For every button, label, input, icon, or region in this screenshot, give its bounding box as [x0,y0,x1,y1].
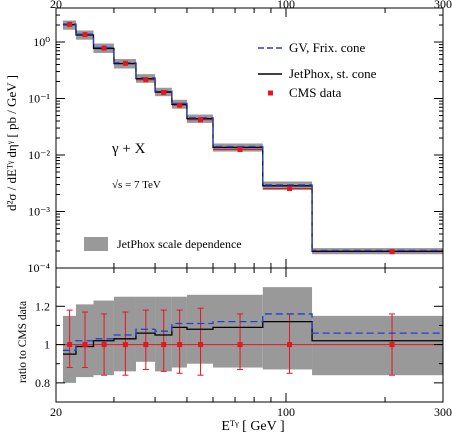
cms-ratio-point [389,342,395,348]
scale-band-bin [262,287,313,370]
cms-ratio-point [287,342,293,348]
x-axis-label: Eᵀᵞ [ GeV ] [221,419,284,434]
energy-annotation: √s = 7 TeV [112,179,161,191]
cms-data-point [177,102,183,108]
y-tick-label: 10⁰ [33,35,50,49]
scale-band-bin [212,294,263,368]
legend-band-swatch [84,237,108,251]
cms-ratio-point [237,342,243,348]
cms-data-point [198,117,204,123]
scale-band-bin [312,315,443,376]
ratio-plot-frame [55,267,444,403]
ratio-y-tick-label: 0.8 [35,376,50,390]
cms-ratio-point [161,342,167,348]
ratio-y-tick-label: 1.2 [35,299,50,313]
legend-gv-label: GV, Frix. cone [289,40,366,55]
x-tick-label: 20 [50,405,62,419]
cms-data-point [237,147,243,153]
cms-ratio-point [177,342,183,348]
cms-ratio-point [143,342,149,348]
cms-data-point [67,21,73,27]
main-y-axis-label: d²σ / dEᵀᵞ dηᵞ [ pb / GeV ] [4,75,19,211]
x-tick-label-top: 100 [277,0,295,11]
cms-data-point [101,45,107,51]
cms-ratio-point [122,342,128,348]
x-tick-label-top: 300 [434,0,452,11]
ratio-panel: 0.8 1 1.2 20 100 300 [35,267,452,419]
gv-step-line [62,23,443,252]
cms-ratio-point [82,342,88,348]
legend-jetphox-label: JetPhox, st. cone [289,66,377,81]
main-panel: 10⁰ 10⁻¹ 10⁻² 10⁻³ 10⁻⁴ 20 100 300 GV, Frix. con… [27,0,452,275]
y-tick-label: 10⁻¹ [28,92,50,106]
cms-ratio-point [198,342,204,348]
main-plot-frame [55,7,444,269]
y-tick-label: 10⁻² [28,148,50,162]
y-tick-label: 10⁻⁴ [27,261,50,275]
jetphox-ratio-step-line [62,320,443,355]
cms-data-point [143,77,149,83]
gv-ratio-step-line [62,313,443,351]
process-annotation: γ + X [111,141,146,157]
legend-band-label: JetPhox scale dependence [117,237,242,251]
legend-cms-label: CMS data [289,85,342,100]
ratio-y-axis-label: ratio to CMS data [17,301,29,383]
jetphox-step-line [62,24,443,252]
x-tick-label-top: 20 [50,0,62,11]
cms-data-point [161,89,167,95]
cms-data-point [287,186,293,192]
ratio-y-tick-label: 1 [44,338,50,352]
y-tick-label: 10⁻³ [28,205,50,219]
cms-data-point [122,60,128,66]
legend-cms-swatch [268,90,273,96]
x-tick-label: 300 [434,405,452,419]
cms-data-point [389,249,395,255]
cms-ratio-point [67,342,73,348]
cms-data-point [82,32,88,38]
cms-ratio-point [101,342,107,348]
x-tick-label: 100 [277,405,295,419]
